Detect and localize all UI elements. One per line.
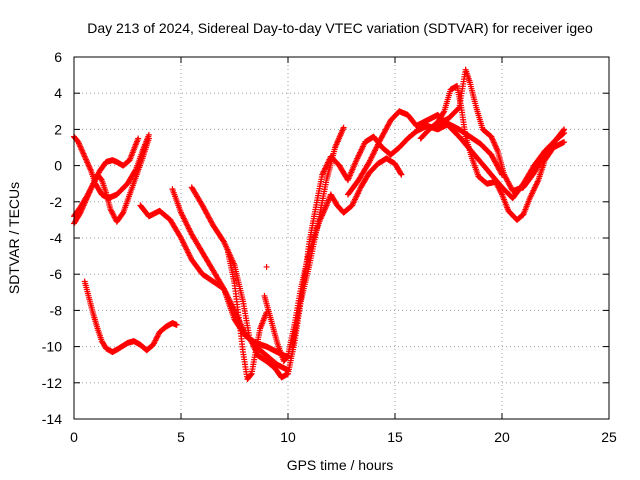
data-point [397, 170, 404, 177]
y-tick-label: -12 [42, 375, 62, 391]
y-tick-label: -6 [50, 266, 63, 282]
data-point [98, 176, 105, 183]
y-tick-labels: -14 -12 -10 -8 -6 -4 -2 0 2 4 6 [42, 49, 62, 427]
y-tick-label: -8 [50, 302, 63, 318]
data-point [561, 126, 568, 133]
outlier-point [263, 263, 270, 270]
y-tick-label: -10 [42, 339, 62, 355]
y-tick-label: 4 [54, 85, 62, 101]
x-tick-label: 20 [494, 429, 510, 445]
data-point [340, 124, 347, 131]
data-point [247, 371, 254, 378]
chart-title: Day 213 of 2024, Sidereal Day-to-day VTE… [87, 20, 593, 36]
data-point [440, 109, 447, 116]
data-point [398, 171, 405, 178]
y-axis-label: SDTVAR / TECUs [6, 182, 22, 294]
data-point [561, 139, 568, 146]
data-point [284, 353, 291, 360]
data-point [135, 135, 142, 142]
data-point [455, 105, 462, 112]
data-point [119, 210, 126, 217]
y-tick-label: 0 [54, 158, 62, 174]
x-tick-label: 10 [280, 429, 296, 445]
x-tick-label: 0 [70, 429, 78, 445]
x-tick-label: 15 [387, 429, 403, 445]
data-point [560, 127, 567, 134]
y-tick-label: -14 [42, 411, 62, 427]
data-points [71, 66, 568, 383]
x-tick-labels: 0 5 10 15 20 25 [70, 429, 617, 445]
y-tick-label: 2 [54, 121, 62, 137]
plot-frame [73, 56, 610, 420]
data-point [173, 321, 180, 328]
data-point [145, 135, 152, 142]
y-tick-label: 6 [54, 49, 62, 65]
y-tick-label: -2 [50, 194, 63, 210]
y-tick-label: -4 [50, 230, 63, 246]
x-tick-label: 25 [601, 429, 617, 445]
x-axis-label: GPS time / hours [287, 457, 394, 473]
x-tick-label: 5 [177, 429, 185, 445]
